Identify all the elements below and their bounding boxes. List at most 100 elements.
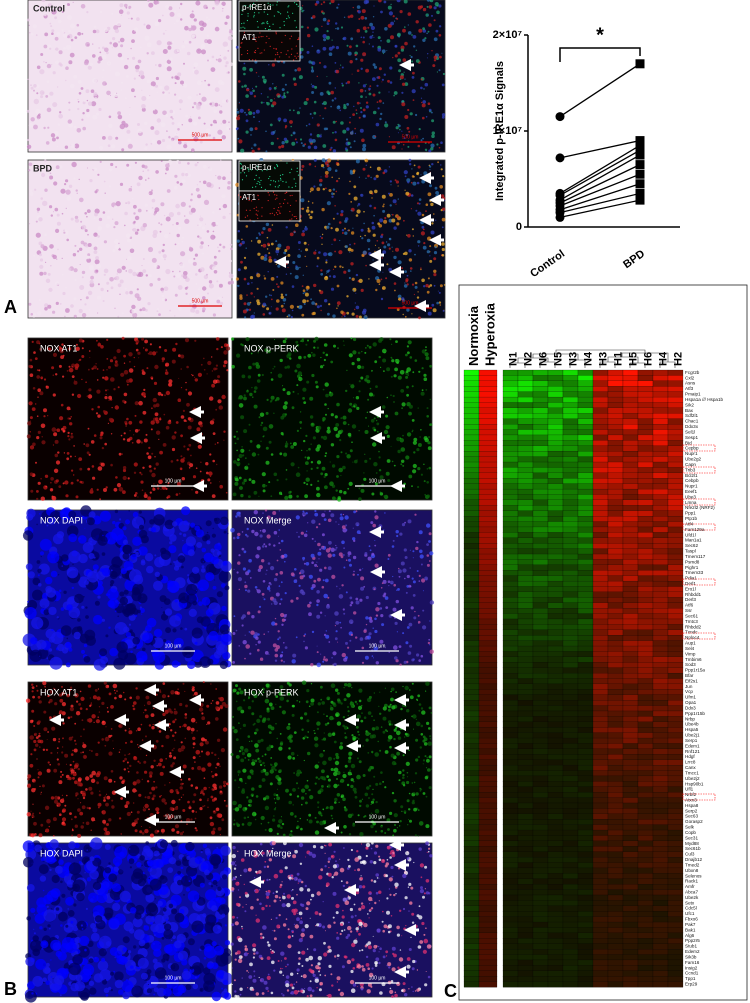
texture [335,169,338,172]
texture [43,408,47,412]
texture [335,139,338,142]
texture [271,400,273,402]
texture [32,696,35,699]
texture [95,601,100,606]
texture [380,11,383,14]
texture [100,288,103,291]
texture [87,253,90,256]
texture [262,484,266,488]
texture [92,477,95,480]
texture [266,36,267,37]
texture [288,5,289,6]
texture [305,456,307,458]
texture [324,359,326,361]
texture [161,798,165,802]
texture [183,765,187,769]
texture [413,176,415,178]
texture [298,371,302,375]
texture [142,779,143,780]
texture [179,271,181,273]
texture [387,435,390,438]
texture [125,202,126,203]
texture [329,47,333,51]
texture [273,368,274,369]
texture [408,131,410,133]
texture [146,696,150,700]
texture [55,440,59,444]
texture [355,293,356,294]
texture [333,218,335,220]
texture [72,375,75,378]
texture [239,645,240,646]
texture [343,613,345,615]
texture [220,834,221,835]
texture [157,118,161,122]
texture [211,225,212,226]
texture [325,579,329,583]
texture [44,378,46,380]
texture [137,744,138,745]
texture [334,205,336,207]
texture [110,705,114,709]
texture [181,202,186,207]
texture [75,456,76,457]
texture [296,495,299,498]
texture [77,479,79,481]
texture [343,37,346,40]
texture [422,117,425,120]
texture [33,351,36,354]
texture [230,244,232,246]
texture [254,296,255,297]
texture [178,161,181,164]
texture [135,415,137,417]
texture [210,822,214,826]
texture [316,615,320,619]
texture [269,256,272,259]
texture [58,20,62,24]
texture [106,486,108,488]
texture [54,469,58,473]
texture [265,189,266,190]
texture [187,448,190,451]
texture [316,526,318,528]
texture [347,45,349,47]
texture [295,186,296,187]
texture [352,350,356,354]
texture [200,424,203,427]
texture [283,405,288,410]
texture [369,85,371,87]
texture [175,719,177,721]
texture [66,604,73,611]
texture [393,226,396,229]
texture [322,586,325,589]
texture [87,234,89,236]
texture [142,655,148,661]
texture [296,4,297,5]
texture [405,641,408,644]
texture [359,488,361,490]
texture [189,805,190,806]
texture [359,117,361,119]
texture [126,75,129,78]
texture [121,435,123,437]
texture [328,253,331,256]
texture [172,521,177,526]
texture [151,428,153,430]
texture [433,308,437,312]
texture [397,124,399,126]
texture [108,396,112,400]
texture [234,436,236,438]
texture [199,245,203,249]
texture [316,187,320,191]
texture [258,36,259,37]
texture [433,257,436,260]
texture [56,137,59,140]
texture [195,163,198,166]
texture [39,733,41,735]
texture [212,211,215,214]
texture [402,435,404,437]
texture [169,755,172,758]
texture [260,424,262,426]
texture [405,278,408,281]
texture [439,69,441,71]
